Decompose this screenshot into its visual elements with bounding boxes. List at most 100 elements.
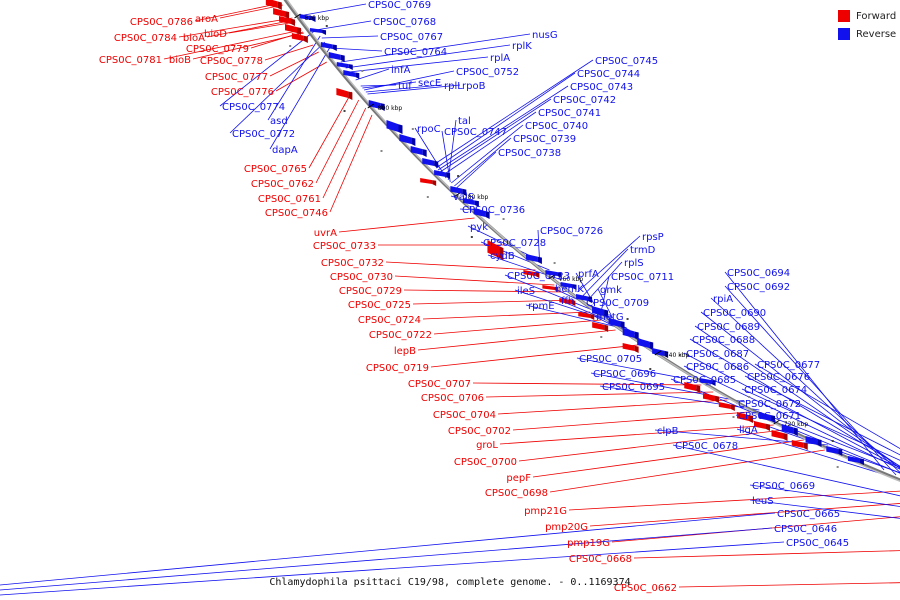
gene-label-CPS0C_0739[interactable]: CPS0C_0739 xyxy=(513,134,576,145)
gene-label-rpmE[interactable]: rpmE xyxy=(528,301,555,312)
gene-label-nusG[interactable]: nusG xyxy=(532,30,558,41)
forward-gene-feature[interactable] xyxy=(336,88,353,100)
gene-label-CPS0C_0671[interactable]: CPS0C_0671 xyxy=(738,411,801,422)
forward-gene-feature[interactable] xyxy=(684,382,701,393)
forward-gene-feature[interactable] xyxy=(523,270,540,278)
gene-label-leuS[interactable]: leuS xyxy=(752,496,774,507)
gene-label-bioA[interactable]: bioA xyxy=(183,33,205,44)
gene-label-CPS0C_0747[interactable]: CPS0C_0747 xyxy=(444,127,507,138)
forward-gene-feature[interactable] xyxy=(273,8,290,19)
reverse-gene-feature[interactable] xyxy=(759,412,776,423)
reverse-gene-feature[interactable] xyxy=(608,318,625,329)
reverse-gene-feature[interactable] xyxy=(473,208,490,219)
gene-label-pepF[interactable]: pepF xyxy=(506,473,531,484)
gene-label-CPS0C_0767[interactable]: CPS0C_0767 xyxy=(380,32,443,43)
forward-gene-feature[interactable] xyxy=(718,402,735,411)
gene-label-ffh[interactable]: ffh xyxy=(561,296,574,307)
gene-label-prfA[interactable]: prfA xyxy=(578,269,599,280)
gene-label-CPS0C_0709[interactable]: CPS0C_0709 xyxy=(586,298,649,309)
gene-label-CPS0C_0768[interactable]: CPS0C_0768 xyxy=(373,17,436,28)
gene-label-CPS0C_0725[interactable]: CPS0C_0725 xyxy=(348,300,411,311)
reverse-gene-feature[interactable] xyxy=(422,158,439,168)
gene-label-CPS0C_0662[interactable]: CPS0C_0662 xyxy=(614,583,677,594)
reverse-gene-feature[interactable] xyxy=(328,52,345,62)
gene-label-metG[interactable]: metG xyxy=(596,312,624,323)
gene-label-pmp20G[interactable]: pmp20G xyxy=(545,522,588,533)
reverse-gene-feature[interactable] xyxy=(699,378,716,386)
reverse-gene-feature[interactable] xyxy=(826,446,843,456)
reverse-gene-feature[interactable] xyxy=(450,186,467,196)
gene-label-trmD[interactable]: trmD xyxy=(630,245,656,256)
gene-label-CPS0C_0707[interactable]: CPS0C_0707 xyxy=(408,379,471,390)
gene-label-rplK[interactable]: rplK xyxy=(512,41,532,52)
gene-label-tuf[interactable]: tuf xyxy=(398,81,412,92)
gene-label-CPS0C_0685[interactable]: CPS0C_0685 xyxy=(673,375,736,386)
gene-label-CPS0C_0646[interactable]: CPS0C_0646 xyxy=(774,524,837,535)
forward-gene-feature[interactable] xyxy=(737,412,754,423)
gene-label-CPS0C_0786[interactable]: CPS0C_0786 xyxy=(130,17,193,28)
gene-label-CPS0C_0784[interactable]: CPS0C_0784 xyxy=(114,33,177,44)
gene-label-CPS0C_0645[interactable]: CPS0C_0645 xyxy=(786,538,849,549)
gene-label-CPS0C_0776[interactable]: CPS0C_0776 xyxy=(211,87,274,98)
gene-label-CPS0C_0778[interactable]: CPS0C_0778 xyxy=(200,56,263,67)
gene-label-CPS0C_0722[interactable]: CPS0C_0722 xyxy=(369,330,432,341)
gene-label-secE[interactable]: secE xyxy=(418,78,441,89)
reverse-gene-feature[interactable] xyxy=(399,134,416,146)
gene-label-CPS0C_0774[interactable]: CPS0C_0774 xyxy=(222,102,285,113)
gene-label-CPS0C_0678[interactable]: CPS0C_0678 xyxy=(675,441,738,452)
forward-gene-feature[interactable] xyxy=(753,421,770,431)
gene-label-CPS0C_0702[interactable]: CPS0C_0702 xyxy=(448,426,511,437)
gene-label-CPS0C_0726[interactable]: CPS0C_0726 xyxy=(540,226,603,237)
reverse-gene-feature[interactable] xyxy=(545,270,562,278)
gene-label-CPS0C_0752[interactable]: CPS0C_0752 xyxy=(456,67,519,78)
reverse-gene-feature[interactable] xyxy=(320,42,337,51)
forward-gene-feature[interactable] xyxy=(771,430,788,441)
gene-label-CPS0C_0764[interactable]: CPS0C_0764 xyxy=(384,47,447,58)
reverse-gene-feature[interactable] xyxy=(576,294,593,303)
gene-label-CPS0C_0696[interactable]: CPS0C_0696 xyxy=(593,369,656,380)
gene-label-pmp21G[interactable]: pmp21G xyxy=(524,506,567,517)
reverse-gene-feature[interactable] xyxy=(652,348,669,358)
reverse-gene-feature[interactable] xyxy=(462,198,479,207)
forward-gene-feature[interactable] xyxy=(622,343,639,353)
forward-gene-feature[interactable] xyxy=(265,0,282,10)
gene-label-CPS0C_0676[interactable]: CPS0C_0676 xyxy=(747,372,810,383)
reverse-gene-feature[interactable] xyxy=(343,70,360,79)
gene-label-CPS0C_0668[interactable]: CPS0C_0668 xyxy=(569,554,632,565)
gene-label-tal[interactable]: tal xyxy=(458,116,471,127)
gene-label-CPS0C_0729[interactable]: CPS0C_0729 xyxy=(339,286,402,297)
forward-gene-feature[interactable] xyxy=(420,178,437,186)
gene-label-CPS0C_0711[interactable]: CPS0C_0711 xyxy=(611,272,674,283)
reverse-gene-feature[interactable] xyxy=(299,14,316,22)
reverse-gene-feature[interactable] xyxy=(781,424,798,436)
gene-label-CPS0C_0688[interactable]: CPS0C_0688 xyxy=(692,335,755,346)
gene-label-rpiA[interactable]: rpiA xyxy=(713,294,733,305)
gene-label-CPS0C_0779[interactable]: CPS0C_0779 xyxy=(186,44,249,55)
gene-label-ligA[interactable]: ligA xyxy=(739,425,758,436)
gene-label-CPS0C_0761[interactable]: CPS0C_0761 xyxy=(258,194,321,205)
gene-label-CPS0C_0762[interactable]: CPS0C_0762 xyxy=(251,179,314,190)
gene-label-CPS0C_0704[interactable]: CPS0C_0704 xyxy=(433,410,496,421)
reverse-gene-feature[interactable] xyxy=(410,146,427,157)
gene-label-uvrA[interactable]: uvrA xyxy=(314,228,337,239)
reverse-gene-feature[interactable] xyxy=(525,254,542,264)
gene-label-rpoB[interactable]: rpoB xyxy=(462,81,486,92)
gene-label-CPS0C_0743[interactable]: CPS0C_0743 xyxy=(570,82,633,93)
gene-label-CPS0C_0738[interactable]: CPS0C_0738 xyxy=(498,148,561,159)
gene-label-dapA[interactable]: dapA xyxy=(272,145,298,156)
forward-gene-feature[interactable] xyxy=(542,285,559,292)
gene-label-CPS0C_0686[interactable]: CPS0C_0686 xyxy=(686,362,749,373)
gene-label-lepB[interactable]: lepB xyxy=(394,346,416,357)
gene-label-CPS0C_0677[interactable]: CPS0C_0677 xyxy=(757,360,820,371)
gene-label-bioD[interactable]: bioD xyxy=(204,29,227,40)
gene-label-hemK[interactable]: hemK xyxy=(555,284,584,295)
gene-label-CPS0C_0730[interactable]: CPS0C_0730 xyxy=(330,272,393,283)
gene-label-CPS0C_0672[interactable]: CPS0C_0672 xyxy=(738,399,801,410)
gene-label-CPS0C_0674[interactable]: CPS0C_0674 xyxy=(744,385,807,396)
gene-label-CPS0C_0736[interactable]: CPS0C_0736 xyxy=(462,205,525,216)
reverse-gene-feature[interactable] xyxy=(368,100,385,111)
gene-label-asd[interactable]: asd xyxy=(270,116,288,127)
reverse-gene-feature[interactable] xyxy=(847,456,864,465)
gene-label-CPS0C_0723[interactable]: CPS0C_0723 xyxy=(507,271,570,282)
gene-label-valS[interactable]: valS xyxy=(453,192,474,203)
